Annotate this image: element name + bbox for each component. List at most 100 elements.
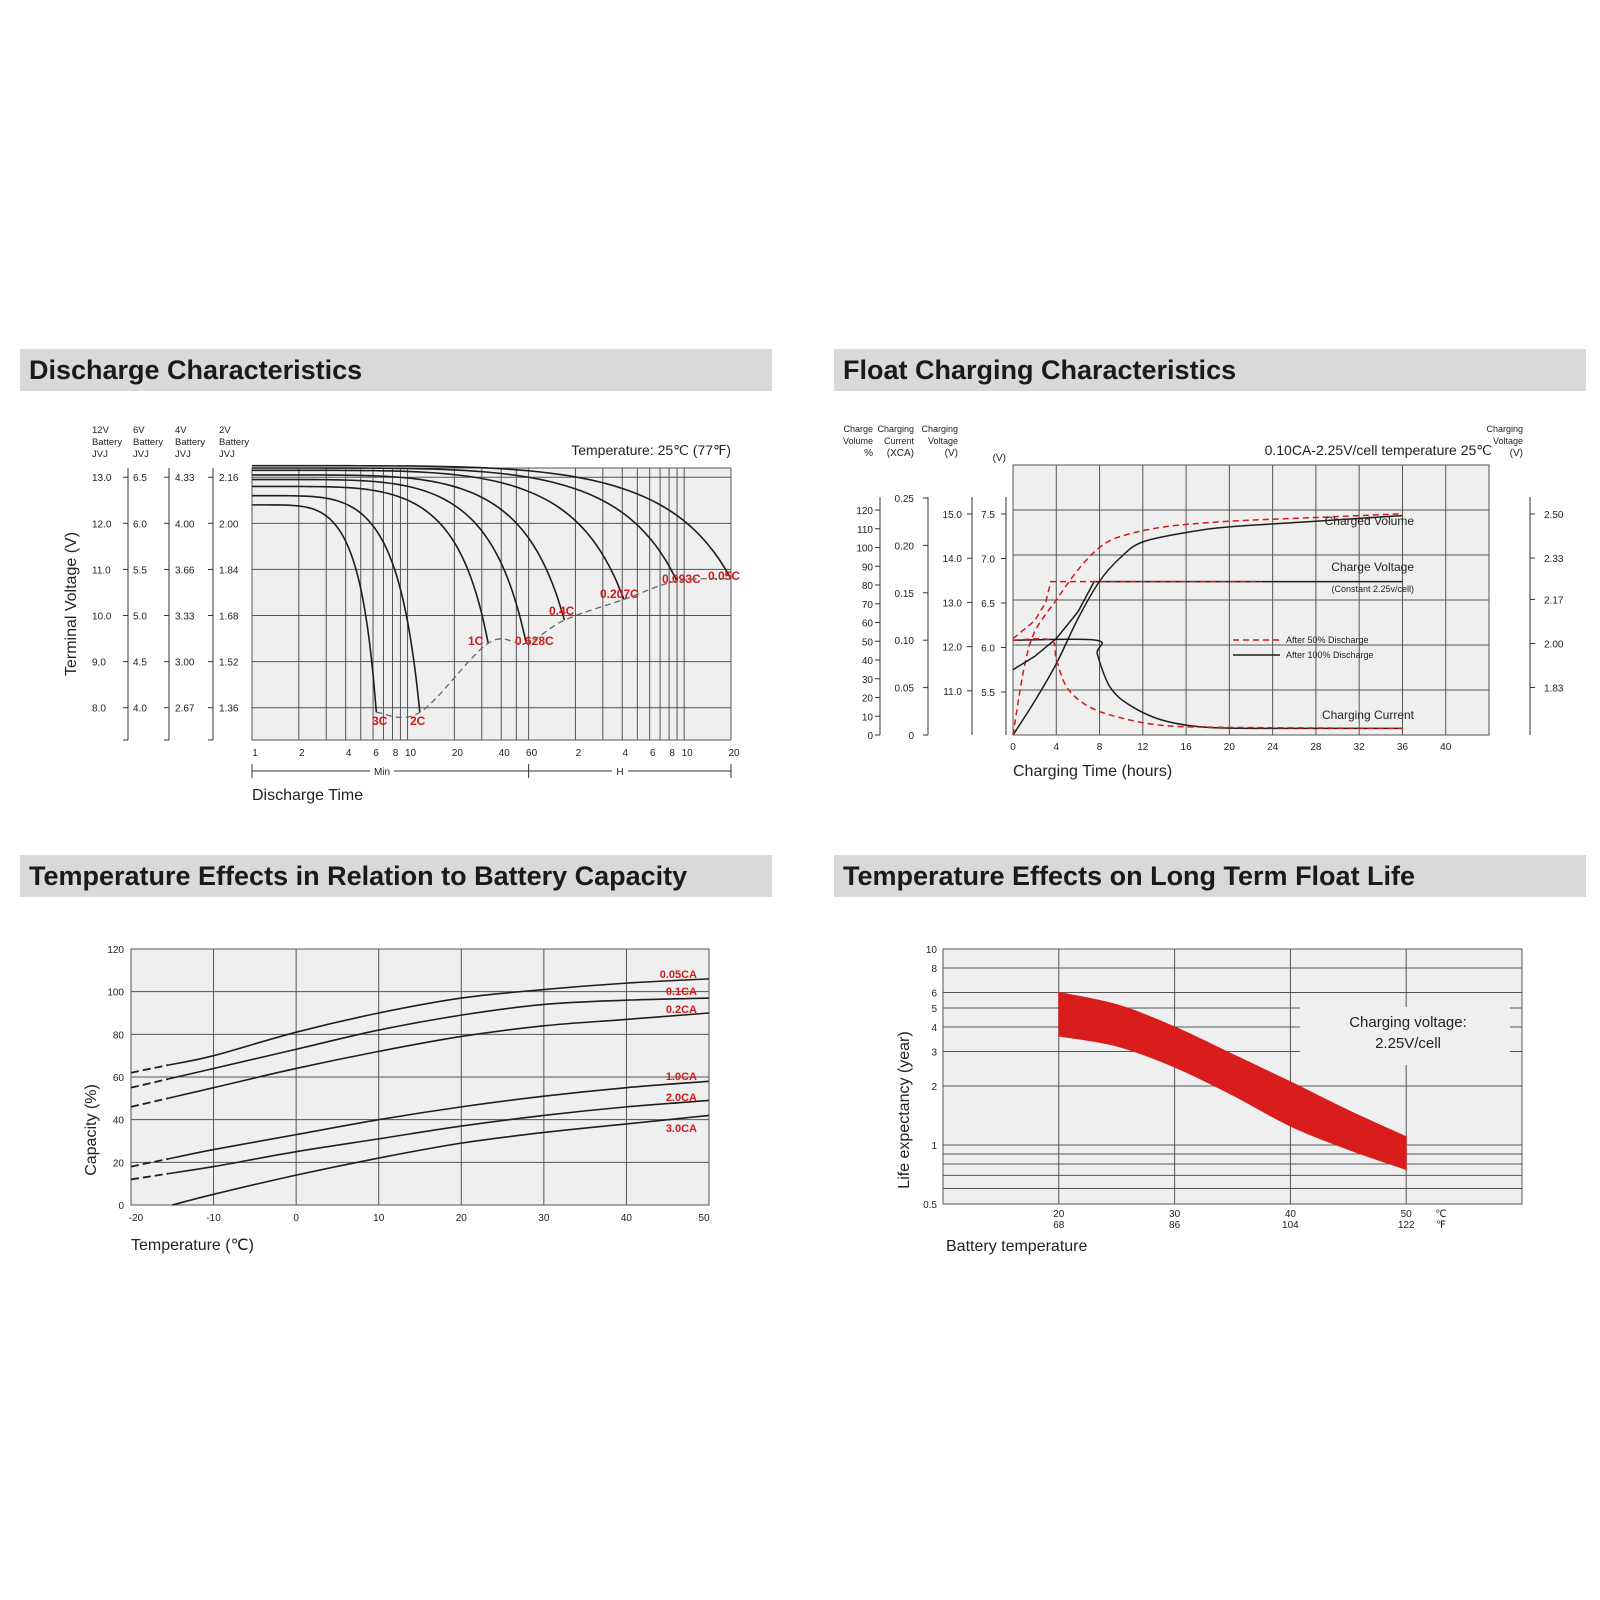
float-annotation: 0.10CA-2.25V/cell temperature 25℃ bbox=[1265, 442, 1492, 458]
capacity-y-tick: 120 bbox=[107, 945, 124, 956]
discharge-x-tick: 40 bbox=[499, 748, 511, 759]
discharge-y-tick: 10.0 bbox=[92, 612, 112, 623]
float-y-tick: 7.5 bbox=[981, 510, 995, 521]
float-x-tick: 4 bbox=[1053, 742, 1059, 753]
float-y-tick: 5.5 bbox=[981, 688, 995, 699]
discharge-y-tick: 2.67 bbox=[175, 704, 195, 715]
life-x-tick-c: 40 bbox=[1285, 1209, 1297, 1220]
float-x-label: Charging Time (hours) bbox=[1013, 763, 1172, 780]
discharge-series-label: 0.628C bbox=[515, 634, 554, 648]
float-y-tick: 20 bbox=[862, 694, 874, 705]
capacity-x-tick: 40 bbox=[621, 1213, 633, 1224]
discharge-y-label: Terminal Voltage (V) bbox=[63, 532, 80, 676]
discharge-series-label: 1C bbox=[468, 634, 484, 648]
float-y-tick: 12.0 bbox=[943, 643, 963, 654]
float-x-tick: 16 bbox=[1181, 742, 1193, 753]
float-y-tick: 0.25 bbox=[895, 494, 915, 505]
capacity-extrapolated-segment bbox=[130, 1158, 169, 1168]
discharge-y-tick: 9.0 bbox=[92, 658, 106, 669]
life-x-tick-f: 86 bbox=[1169, 1220, 1181, 1231]
discharge-y-tick: 2.16 bbox=[219, 473, 239, 484]
discharge-axis-header: Battery bbox=[175, 437, 205, 448]
float-y-tick: 1.83 bbox=[1544, 683, 1564, 694]
float-axis-header: Voltage bbox=[1493, 436, 1523, 446]
float-y-tick: 0.10 bbox=[895, 636, 915, 647]
discharge-x-tick: 6 bbox=[373, 748, 379, 759]
discharge-x-tick: 6 bbox=[650, 748, 656, 759]
float-y-tick: 15.0 bbox=[943, 510, 963, 521]
discharge-x-tick: 20 bbox=[728, 748, 740, 759]
capacity-y-tick: 100 bbox=[107, 988, 124, 999]
discharge-end-voltage-curve bbox=[376, 577, 732, 719]
life-note-bg bbox=[1300, 1007, 1510, 1065]
float-y-tick: 50 bbox=[862, 637, 874, 648]
float-y-tick: 2.50 bbox=[1544, 510, 1564, 521]
discharge-y-tick: 8.0 bbox=[92, 704, 106, 715]
discharge-series-label: 2C bbox=[410, 714, 426, 728]
life-y-label: Life expectancy (year) bbox=[896, 1031, 913, 1188]
discharge-axis-header: JVJ bbox=[92, 449, 108, 460]
discharge-y-tick: 3.33 bbox=[175, 612, 195, 623]
discharge-title: Discharge Characteristics bbox=[20, 349, 772, 391]
float-axis-header: Charge bbox=[843, 424, 873, 434]
float-axis-header: Charging bbox=[921, 424, 958, 434]
float-legend-label: After 100% Discharge bbox=[1286, 650, 1374, 660]
discharge-x-tick: 2 bbox=[576, 748, 582, 759]
discharge-y-tick: 4.33 bbox=[175, 473, 195, 484]
float-curve bbox=[1012, 514, 1403, 736]
life-y-tick: 4 bbox=[931, 1023, 937, 1034]
float-axis-header: Volume bbox=[843, 436, 873, 446]
float-legend-label: After 50% Discharge bbox=[1286, 635, 1369, 645]
life-note-text: 2.25V/cell bbox=[1375, 1035, 1441, 1052]
float-x-tick: 24 bbox=[1267, 742, 1279, 753]
discharge-min-label: Min bbox=[374, 767, 390, 778]
float-axis-header: Charging bbox=[877, 424, 914, 434]
capacity-curve bbox=[167, 997, 710, 1080]
capacity-x-tick: 10 bbox=[373, 1213, 385, 1224]
discharge-x-label: Discharge Time bbox=[252, 787, 363, 804]
discharge-y-tick: 6.0 bbox=[133, 519, 147, 530]
discharge-axis-header: JVJ bbox=[133, 449, 149, 460]
life-y-tick: 6 bbox=[931, 988, 937, 999]
capacity-x-tick: 30 bbox=[538, 1213, 550, 1224]
discharge-series-label: 0.207C bbox=[600, 587, 639, 601]
float-y-tick: 80 bbox=[862, 581, 874, 592]
life-x-tick-c: 50 bbox=[1401, 1209, 1413, 1220]
float-x-tick: 0 bbox=[1010, 742, 1016, 753]
discharge-curve bbox=[252, 485, 490, 644]
float-x-tick: 36 bbox=[1397, 742, 1409, 753]
discharge-x-tick: 10 bbox=[405, 748, 417, 759]
life-note-text: Charging voltage: bbox=[1349, 1014, 1467, 1031]
life-unit-f: ℉ bbox=[1436, 1220, 1446, 1231]
discharge-x-tick: 8 bbox=[669, 748, 675, 759]
discharge-y-tick: 5.5 bbox=[133, 565, 147, 576]
discharge-axis-header: Battery bbox=[92, 437, 122, 448]
float-label-voltage-note: (Constant 2.25v/cell) bbox=[1331, 584, 1414, 594]
float-x-tick: 28 bbox=[1310, 742, 1322, 753]
float-y-tick: 11.0 bbox=[943, 687, 962, 698]
float-y-tick: 6.0 bbox=[981, 644, 995, 655]
float-y-tick: 2.17 bbox=[1544, 595, 1564, 606]
float-y-tick: 90 bbox=[862, 562, 874, 573]
life-expectancy-band bbox=[1058, 991, 1407, 1171]
discharge-min-label-bg bbox=[370, 764, 394, 778]
capacity-x-tick: 20 bbox=[456, 1213, 468, 1224]
discharge-x-tick: 20 bbox=[452, 748, 464, 759]
capacity-curve bbox=[167, 1012, 710, 1100]
discharge-x-tick: 4 bbox=[622, 748, 628, 759]
discharge-y-tick: 4.0 bbox=[133, 704, 147, 715]
discharge-x-tick: 60 bbox=[526, 748, 538, 759]
float-y-tick: 13.0 bbox=[943, 598, 963, 609]
float-axis-header: (V) bbox=[1510, 448, 1523, 459]
float-label-current: Charging Current bbox=[1322, 708, 1415, 722]
capacity-curve bbox=[172, 1114, 710, 1206]
float-axis-header: (XCA) bbox=[887, 448, 914, 459]
float-y-tick: 70 bbox=[862, 600, 874, 611]
float-y-tick: 7.0 bbox=[981, 555, 995, 566]
discharge-y-tick: 6.5 bbox=[133, 473, 147, 484]
float-y-tick: 14.0 bbox=[943, 554, 963, 565]
discharge-y-tick: 5.0 bbox=[133, 612, 147, 623]
discharge-curve bbox=[252, 474, 566, 621]
discharge-y-tick: 12.0 bbox=[92, 519, 112, 530]
